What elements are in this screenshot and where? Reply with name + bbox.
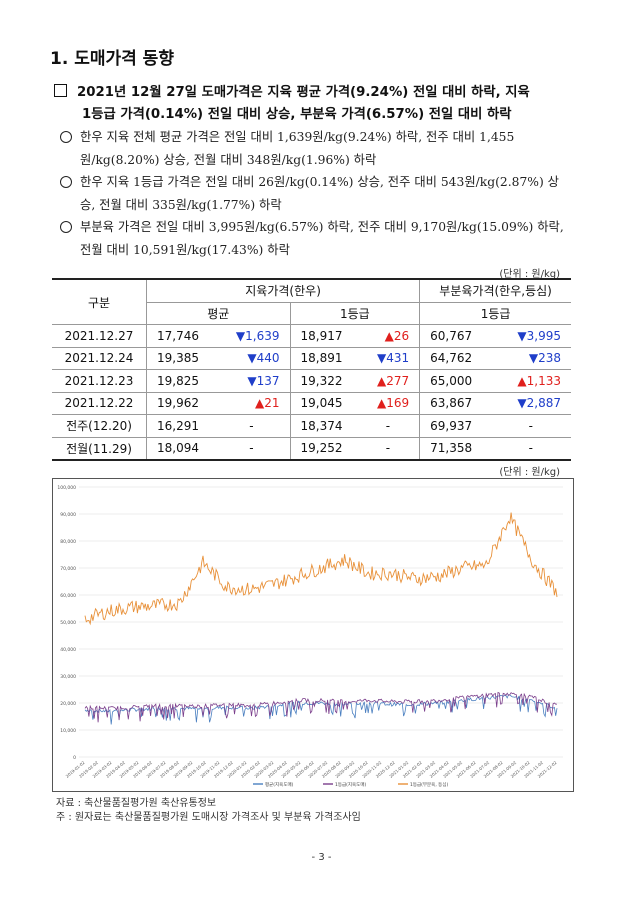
y-tick-label: 50,000 xyxy=(60,620,76,626)
cut-change: - xyxy=(494,437,571,461)
cut-change: ▼238 xyxy=(494,347,571,370)
y-tick-label: 70,000 xyxy=(60,566,76,572)
avg-change: ▲21 xyxy=(217,392,291,415)
grade1-value: 18,917 xyxy=(290,324,361,348)
header-average: 평균 xyxy=(146,302,291,325)
table-row: 전주(12.20) 16,291-18,374-69,937- xyxy=(52,414,571,438)
header-carcass-price: 지육가격(한우) xyxy=(146,278,421,303)
table-row: 전월(11.29) 18,094-19,252-71,358- xyxy=(52,437,571,461)
bullet-item: 부분육 가격은 전일 대비 3,995원/kg(6.57%) 하락, 전주 대비… xyxy=(60,216,572,261)
avg-change: ▼440 xyxy=(217,347,291,370)
circle-bullet-icon xyxy=(60,131,72,143)
row-label: 전주(12.20) xyxy=(52,414,147,438)
footnote: 주 : 원자료는 축산물품질평가원 도매시장 가격조사 및 부분육 가격조사임 xyxy=(56,812,361,823)
table-row: 2021.12.22 19,962 ▲21 19,045 ▲169 63,867 ▼2,88… xyxy=(52,392,571,415)
bullet-item: 한우 지육 1등급 가격은 전일 대비 26원/kg(0.14%) 상승, 전주… xyxy=(60,171,572,216)
grade1-value: 19,252 xyxy=(290,437,361,461)
avg-value: 19,825 xyxy=(146,369,218,393)
avg-change: - xyxy=(217,437,291,461)
y-tick-label: 20,000 xyxy=(60,701,76,707)
cut-change: ▲1,133 xyxy=(494,369,571,393)
headline: 2021년 12월 27일 도매가격은 지육 평균 가격(9.24%) 전일 대… xyxy=(54,82,599,126)
header-cut-price: 부분육가격(한우,등심) xyxy=(419,278,571,303)
cut-value: 63,867 xyxy=(419,392,495,415)
y-tick-label: 90,000 xyxy=(60,512,76,518)
table-unit-label: (단위 : 원/kg) xyxy=(499,269,560,280)
row-label: 전월(11.29) xyxy=(52,437,147,461)
cut-change: ▼3,995 xyxy=(494,324,571,348)
cut-value: 65,000 xyxy=(419,369,495,393)
circle-bullet-icon xyxy=(60,176,72,188)
price-table: 구분 지육가격(한우) 부분육가격(한우,등심) 평균 1등급 1등급 2021… xyxy=(52,278,571,461)
table-subheader-row: 평균 1등급 1등급 xyxy=(52,302,571,325)
section-title: 1. 도매가격 동향 xyxy=(50,49,174,69)
avg-value: 16,291 xyxy=(146,414,218,438)
circle-bullet-icon xyxy=(60,221,72,233)
table-row: 2021.12.23 19,825 ▼137 19,322 ▲277 65,000 ▲1,1… xyxy=(52,369,571,393)
table-row: 2021.12.24 19,385 ▼440 18,891 ▼431 64,762 ▼238 xyxy=(52,347,571,370)
table-header-row: 구분 지육가격(한우) 부분육가격(한우,등심) xyxy=(52,278,571,325)
y-tick-label: 60,000 xyxy=(60,593,76,599)
grade1-value: 19,322 xyxy=(290,369,361,393)
avg-value: 17,746 xyxy=(146,324,218,348)
headline-line1: 2021년 12월 27일 도매가격은 지육 평균 가격(9.24%) 전일 대… xyxy=(77,85,530,100)
bullet-text: 한우 지육 1등급 가격은 전일 대비 26원/kg(0.14%) 상승, 전주… xyxy=(80,175,559,212)
cut-value: 60,767 xyxy=(419,324,495,348)
avg-change: ▼137 xyxy=(217,369,291,393)
row-label: 2021.12.22 xyxy=(52,392,147,415)
y-tick-label: 80,000 xyxy=(60,539,76,545)
legend-label: 1등급(지육도매) xyxy=(335,781,366,788)
chart-unit-label: (단위 : 원/kg) xyxy=(499,467,560,478)
row-label: 2021.12.27 xyxy=(52,324,147,348)
legend-label: 평균(지육도매) xyxy=(265,781,294,788)
grade1-change: - xyxy=(360,414,421,438)
grade1-value: 18,374 xyxy=(290,414,361,438)
grade1-value: 18,891 xyxy=(290,347,361,370)
table-row: 2021.12.27 17,746 ▼1,639 18,917 ▲26 60,767 ▼3,… xyxy=(52,324,571,348)
avg-value: 19,385 xyxy=(146,347,218,370)
headline-line2: 1등급 가격(0.14%) 전일 대비 상승, 부분육 가격(6.57%) 전일… xyxy=(82,107,512,122)
square-bullet-icon xyxy=(54,84,67,97)
avg-value: 18,094 xyxy=(146,437,218,461)
cut-value: 64,762 xyxy=(419,347,495,370)
grade1-change: ▲277 xyxy=(360,369,421,393)
y-tick-label: 30,000 xyxy=(60,674,76,680)
series-line xyxy=(84,691,558,723)
y-tick-label: 0 xyxy=(73,755,76,761)
bullet-text: 한우 지육 전체 평균 가격은 전일 대비 1,639원/kg(9.24%) 하… xyxy=(80,130,515,167)
bullet-list: 한우 지육 전체 평균 가격은 전일 대비 1,639원/kg(9.24%) 하… xyxy=(60,126,572,261)
y-tick-label: 10,000 xyxy=(60,728,76,734)
avg-change: - xyxy=(217,414,291,438)
y-tick-label: 100,000 xyxy=(57,485,76,491)
avg-value: 19,962 xyxy=(146,392,218,415)
cut-value: 69,937 xyxy=(419,414,495,438)
bullet-item: 한우 지육 전체 평균 가격은 전일 대비 1,639원/kg(9.24%) 하… xyxy=(60,126,572,171)
series-line xyxy=(84,512,558,626)
grade1-change: ▲26 xyxy=(360,324,421,348)
grade1-change: - xyxy=(360,437,421,461)
y-tick-label: 40,000 xyxy=(60,647,76,653)
grade1-change: ▲169 xyxy=(360,392,421,415)
grade1-change: ▼431 xyxy=(360,347,421,370)
cut-change: ▼2,887 xyxy=(494,392,571,415)
avg-change: ▼1,639 xyxy=(217,324,291,348)
header-category: 구분 xyxy=(52,278,147,325)
bullet-text: 부분육 가격은 전일 대비 3,995원/kg(6.57%) 하락, 전주 대비… xyxy=(80,220,564,257)
cut-change: - xyxy=(494,414,571,438)
legend-label: 1등급(부분육, 등심) xyxy=(410,781,448,788)
chart-svg: 0 10,000 20,000 30,000 40,000 50,000 60,000 70,… xyxy=(57,485,563,788)
row-label: 2021.12.24 xyxy=(52,347,147,370)
header-cut-grade1: 1등급 xyxy=(419,302,571,325)
row-label: 2021.12.23 xyxy=(52,369,147,393)
price-trend-chart: 0 10,000 20,000 30,000 40,000 50,000 60,000 70,… xyxy=(52,478,574,792)
cut-value: 71,358 xyxy=(419,437,495,461)
header-grade1: 1등급 xyxy=(290,302,421,325)
grade1-value: 19,045 xyxy=(290,392,361,415)
page-number: - 3 - xyxy=(311,852,332,863)
source-note: 자료 : 축산물품질평가원 축산유통정보 xyxy=(56,798,217,809)
